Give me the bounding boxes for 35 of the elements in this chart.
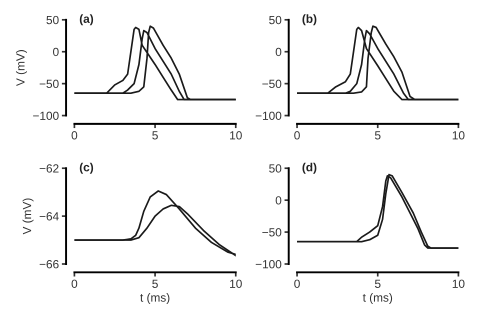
y-tick-label: 0 — [276, 48, 282, 56]
y-tick-label: −64 — [40, 212, 59, 221]
x-tick-label: 10 — [230, 280, 242, 288]
y-tick-label: 50 — [269, 16, 282, 24]
y-tick-label: 50 — [269, 164, 282, 173]
x-tick-label: 10 — [230, 131, 242, 140]
y-tick-label: −66 — [40, 260, 59, 268]
x-axis-title: t (ms) — [362, 293, 392, 304]
x-tick-label: 5 — [374, 280, 381, 288]
x-tick-label: 0 — [72, 280, 78, 288]
x-axis-title: t (ms) — [140, 293, 170, 304]
y-tick-label: 50 — [46, 16, 59, 24]
y-tick-label: 0 — [53, 48, 59, 56]
x-tick-label: 5 — [374, 131, 381, 140]
y-axis-title: V (mV) — [16, 50, 27, 86]
annotation: (d) — [302, 162, 316, 174]
x-tick-label: 10 — [452, 280, 465, 288]
y-tick-label: −62 — [40, 164, 59, 173]
y-tick-label: 0 — [276, 196, 282, 205]
y-tick-label: −50 — [40, 80, 59, 88]
annotation: (b) — [302, 14, 316, 26]
annotation: (a) — [80, 14, 94, 26]
y-tick-label: −100 — [33, 112, 59, 120]
x-tick-label: 10 — [452, 131, 465, 140]
y-tick-label: −100 — [256, 260, 282, 268]
x-tick-label: 0 — [294, 280, 300, 288]
x-tick-label: 5 — [152, 280, 158, 288]
y-axis-title: V (mV) — [22, 198, 34, 234]
y-tick-label: −100 — [256, 112, 282, 120]
annotation: (c) — [80, 162, 94, 174]
x-tick-label: 0 — [72, 131, 78, 140]
y-tick-label: −50 — [262, 80, 282, 88]
x-tick-label: 5 — [152, 131, 158, 140]
y-tick-label: −50 — [262, 228, 282, 236]
x-tick-label: 0 — [294, 131, 300, 140]
